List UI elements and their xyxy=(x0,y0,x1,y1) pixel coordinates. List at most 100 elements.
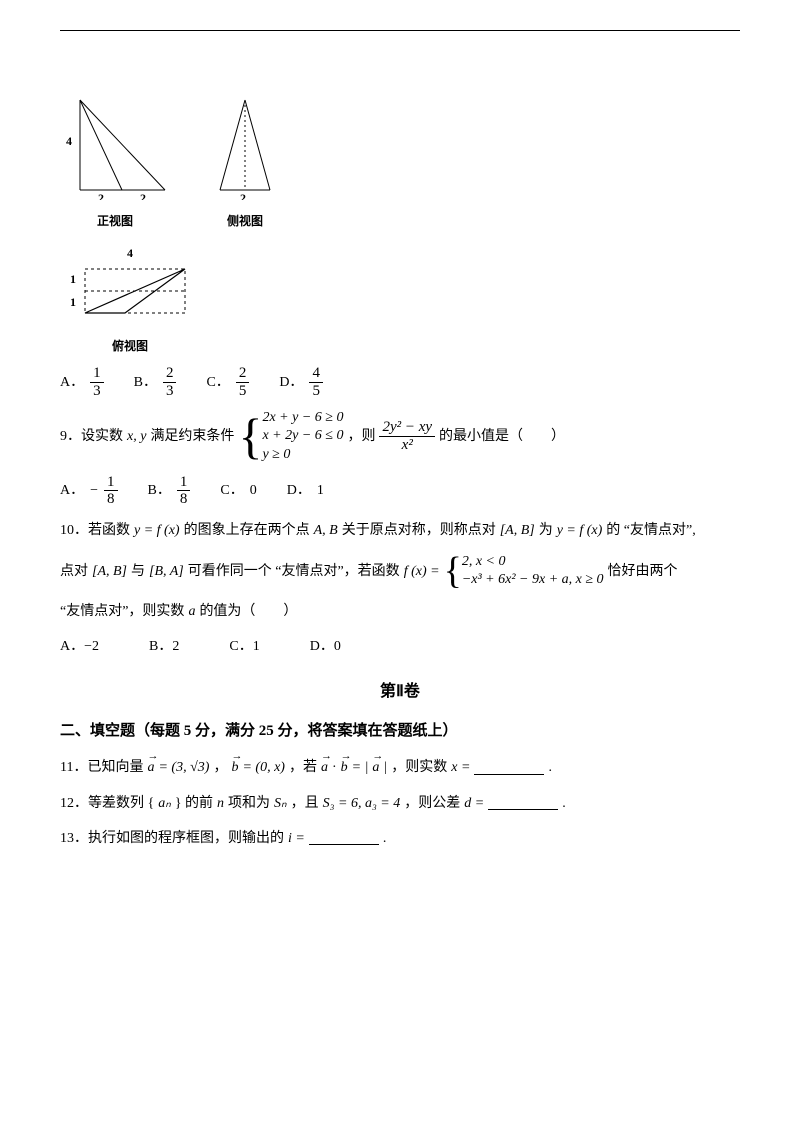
top-view-svg: 1 1 xyxy=(60,264,200,324)
q11-vec-b2: b xyxy=(341,755,348,780)
q9-mid1: 满足约束条件 xyxy=(150,424,234,449)
q11-i: · xyxy=(332,755,337,780)
q10-l3c: 的值为（ ） xyxy=(199,599,297,624)
q8-opt-b: B． 23 xyxy=(134,365,177,399)
q9-b-num: 1 xyxy=(177,474,191,492)
q11-a: 11．已知向量 xyxy=(60,755,143,780)
q12-f: Sₙ xyxy=(274,791,287,816)
q12-h: S₃ = 6, a₃ = 4 xyxy=(323,791,401,816)
brace-icon: { xyxy=(444,558,462,585)
q8-b-den: 3 xyxy=(163,383,177,400)
q10-l1g: 为 xyxy=(539,518,553,543)
q11-vec-a1: a xyxy=(147,755,154,780)
top-caption: 俯视图 xyxy=(60,336,200,358)
top-label-1a: 1 xyxy=(70,272,76,286)
front-caption: 正视图 xyxy=(60,211,170,233)
q11-n: ，则实数 xyxy=(391,755,447,780)
q11-m: | xyxy=(383,755,387,780)
top-label-4: 4 xyxy=(60,243,200,265)
side-label-2: 2 xyxy=(240,191,246,200)
q8-b-num: 2 xyxy=(163,365,177,383)
q9-d-letter: D． xyxy=(287,478,311,503)
q9-a-neg: − xyxy=(90,478,98,503)
q8-d-num: 4 xyxy=(309,365,323,383)
header-rule xyxy=(60,30,740,31)
front-label-2b: 2 xyxy=(140,191,146,200)
q8-opt-a: A． 13 xyxy=(60,365,104,399)
q9-row2: x + 2y − 6 ≤ 0 xyxy=(262,427,343,445)
q11-g: ，若 xyxy=(289,755,317,780)
q8-c-letter: C． xyxy=(206,370,229,395)
q9-a-num: 1 xyxy=(104,474,118,492)
q8-opt-d: D． 45 xyxy=(279,365,323,399)
q10-l1e: 关于原点对称，则称点对 xyxy=(342,518,496,543)
q12-b: aₙ xyxy=(158,791,171,816)
q11-vec-a2: a xyxy=(321,755,328,780)
q8-c-num: 2 xyxy=(236,365,250,383)
q8-c-den: 5 xyxy=(236,383,250,400)
q10-l2b: [A, B] xyxy=(92,559,127,584)
q8-a-num: 1 xyxy=(90,365,104,383)
q10-l2g: 恰好由两个 xyxy=(608,559,678,584)
q12-k: . xyxy=(562,791,566,816)
q11-vec-a3: a xyxy=(372,755,379,780)
q12-e: 项和为 xyxy=(228,791,270,816)
q9-c-val: 0 xyxy=(250,478,257,503)
q9-a-den: 8 xyxy=(104,491,118,508)
q13-blank xyxy=(309,831,379,845)
q10-l2d: [B, A] xyxy=(149,559,184,584)
q11-p: . xyxy=(548,755,552,780)
q10-l1a: 10．若函数 xyxy=(60,518,130,543)
q12-i: ，则公差 xyxy=(404,791,460,816)
side-view-svg: 2 xyxy=(210,90,280,200)
q9-frac-den: x² xyxy=(399,437,416,454)
q10-l3a: “友情点对”，则实数 xyxy=(60,599,184,624)
q12-g: ，且 xyxy=(291,791,319,816)
q11-c: = (3, √3) xyxy=(158,755,209,780)
q11-d: ， xyxy=(213,755,227,780)
q13-b: i = xyxy=(288,826,305,851)
q10-opt-a: A．−2 xyxy=(60,634,99,659)
q9-options: A． − 18 B． 18 C． 0 D． 1 xyxy=(60,474,740,508)
section2-sub: 二、填空题（每题 5 分，满分 25 分，将答案填在答题纸上） xyxy=(60,718,740,745)
q9-a-letter: A． xyxy=(60,478,84,503)
q13-a: 13．执行如图的程序框图，则输出的 xyxy=(60,826,284,851)
q10-opt-d: D．0 xyxy=(310,634,341,659)
q10-pw1: 2, x < 0 xyxy=(462,553,604,571)
q12-j: d = xyxy=(464,791,484,816)
q9-row1: 2x + y − 6 ≥ 0 xyxy=(262,409,343,427)
q10-pw2: −x³ + 6x² − 9x + a, x ≥ 0 xyxy=(462,571,604,589)
front-label-4: 4 xyxy=(66,134,72,148)
q11-k: = | xyxy=(352,755,369,780)
q10-l2c: 与 xyxy=(131,559,145,584)
q10-line2: 点对 [A, B] 与 [B, A] 可看作同一个 “友情点对”，若函数 f (… xyxy=(60,553,740,589)
q9-row3: y ≥ 0 xyxy=(262,446,343,464)
q8-b-letter: B． xyxy=(134,370,157,395)
q9-c-letter: C． xyxy=(220,478,243,503)
q10-opt-c: C．1 xyxy=(229,634,259,659)
q10-l2e: 可看作同一个 “友情点对”，若函数 xyxy=(188,559,400,584)
q12-a: 12．等差数列 { xyxy=(60,791,154,816)
q9-system: { 2x + y − 6 ≥ 0 x + 2y − 6 ≤ 0 y ≥ 0 xyxy=(238,409,343,464)
q11-blank xyxy=(474,761,544,775)
side-caption: 侧视图 xyxy=(210,211,280,233)
q9-b-letter: B． xyxy=(148,478,171,503)
front-view-block: 4 2 2 正视图 xyxy=(60,90,170,233)
q9-opt-c: C． 0 xyxy=(220,478,256,503)
top-label-1b: 1 xyxy=(70,295,76,309)
q10-l1f: [A, B] xyxy=(500,518,535,543)
q10-l1b: y = f (x) xyxy=(134,518,180,543)
q10-l1c: 的图象上存在两个点 xyxy=(184,518,310,543)
section2-title: 第Ⅱ卷 xyxy=(60,678,740,707)
diagram-row-1: 4 2 2 正视图 2 侧视图 xyxy=(60,90,740,233)
q9-prefix: 9．设实数 xyxy=(60,424,123,449)
q12-c: } 的前 xyxy=(175,791,213,816)
q9-line: 9．设实数 x, y 满足约束条件 { 2x + y − 6 ≥ 0 x + 2… xyxy=(60,409,740,464)
q9-d-val: 1 xyxy=(317,478,324,503)
q10-options: A．−2 B．2 C．1 D．0 xyxy=(60,634,740,659)
q10-line3: “友情点对”，则实数 a 的值为（ ） xyxy=(60,599,740,624)
q9-mid2: ，则 xyxy=(347,424,375,449)
q13-c: . xyxy=(383,826,387,851)
q12-line: 12．等差数列 { aₙ } 的前 n 项和为 Sₙ ，且 S₃ = 6, a₃… xyxy=(60,791,740,816)
q10-l1d: A, B xyxy=(314,518,338,543)
